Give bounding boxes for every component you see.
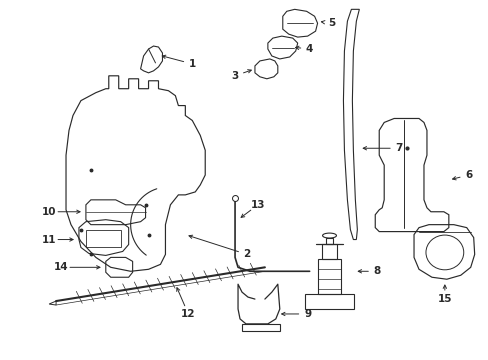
- Text: 13: 13: [250, 200, 264, 210]
- Text: 7: 7: [395, 143, 402, 153]
- Text: 15: 15: [437, 294, 451, 304]
- Text: 14: 14: [54, 262, 68, 272]
- Text: 2: 2: [243, 249, 250, 260]
- Text: 8: 8: [373, 266, 380, 276]
- Text: 10: 10: [42, 207, 56, 217]
- Text: 5: 5: [327, 18, 334, 28]
- Text: 4: 4: [305, 44, 313, 54]
- Text: 6: 6: [464, 170, 471, 180]
- Text: 3: 3: [231, 71, 238, 81]
- Text: 12: 12: [181, 309, 195, 319]
- Text: 1: 1: [188, 59, 196, 69]
- Text: 9: 9: [304, 309, 310, 319]
- Text: 11: 11: [42, 234, 56, 244]
